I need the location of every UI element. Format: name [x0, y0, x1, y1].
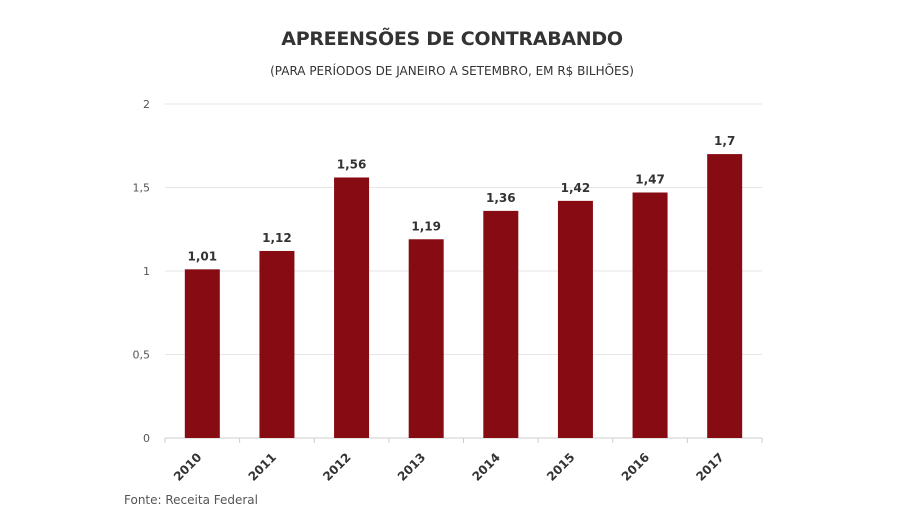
x-tick-label-2017: 2017	[693, 450, 727, 484]
bar-2016	[632, 192, 668, 438]
x-tick-label-2015: 2015	[544, 450, 578, 484]
bar-2013	[408, 239, 444, 438]
y-tick-label: 1,5	[133, 182, 151, 195]
data-label-2014: 1,36	[486, 191, 516, 205]
data-label-2015: 1,42	[561, 181, 591, 195]
data-label-2010: 1,01	[188, 249, 218, 263]
y-axis-ticks: 0 0,5 1 1,5 2	[133, 98, 151, 445]
bar-2010	[184, 269, 220, 438]
bar-2011	[259, 250, 295, 438]
data-label-2012: 1,56	[337, 157, 367, 171]
bar-2015	[557, 200, 593, 438]
x-tick-label-2010: 2010	[171, 450, 205, 484]
data-labels: 1,01 1,12 1,56 1,19 1,36 1,42 1,47 1,7	[188, 134, 736, 263]
data-label-2013: 1,19	[411, 219, 441, 233]
source-note: Fonte: Receita Federal	[124, 493, 258, 507]
bar-2017	[707, 154, 743, 438]
y-tick-label: 2	[143, 98, 150, 111]
y-tick-label: 1	[143, 265, 150, 278]
x-tick-label-2011: 2011	[246, 450, 280, 484]
x-axis-ticks: 2010 2011 2012 2013 2014 2015 2016 2017	[164, 438, 763, 484]
y-tick-label: 0,5	[133, 349, 151, 362]
x-tick-label-2016: 2016	[619, 450, 653, 484]
bars	[184, 154, 743, 439]
x-tick-label-2013: 2013	[395, 450, 429, 484]
chart-title: APREENSÕES DE CONTRABANDO	[281, 28, 623, 50]
gridlines	[165, 103, 762, 439]
data-label-2016: 1,47	[635, 173, 665, 187]
y-tick-label: 0	[143, 432, 150, 445]
x-tick-label-2014: 2014	[469, 450, 503, 484]
data-label-2017: 1,7	[714, 134, 735, 148]
x-tick-label-2012: 2012	[320, 450, 354, 484]
bar-2012	[334, 177, 370, 439]
bar-2014	[483, 210, 519, 438]
data-label-2011: 1,12	[262, 231, 292, 245]
chart-subtitle: (PARA PERÍODOS DE JANEIRO A SETEMBRO, EM…	[270, 64, 634, 78]
